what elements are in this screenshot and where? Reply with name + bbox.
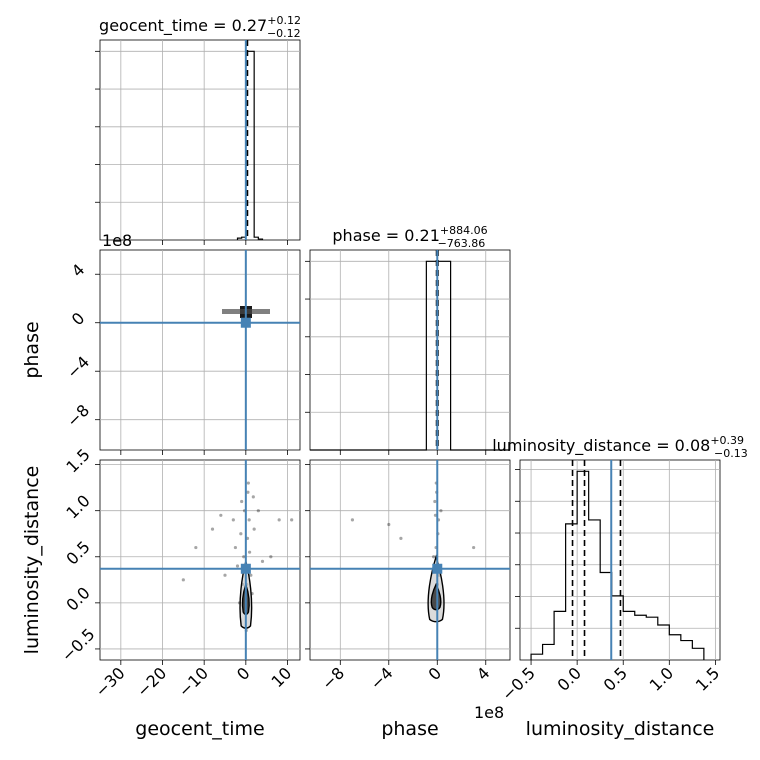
scatter-point	[387, 522, 391, 527]
title-luminosity-distance: luminosity_distance = 0.08+0.39 −0.13	[492, 434, 748, 460]
x-tick-label-geocent_time: −20	[133, 663, 170, 700]
panel-frame	[309, 249, 511, 451]
scatter-point	[240, 499, 244, 504]
scatter-point	[472, 545, 476, 550]
x-tick-label-luminosity_distance: −0.5	[498, 663, 539, 704]
scatter-point	[433, 499, 437, 504]
scatter-point	[194, 545, 198, 550]
scatter-point	[433, 513, 438, 517]
x-tick-label-geocent_time: −30	[91, 663, 128, 700]
title-geocent-time: geocent_time = 0.27+0.12 −0.12	[99, 14, 301, 40]
truth-marker	[240, 563, 251, 574]
xlabel-geocent-time: geocent_time	[135, 718, 264, 740]
panel-hist-geocent-time: geocent_time = 0.27+0.12 −0.12	[95, 14, 301, 245]
y-tick-label-luminosity_distance: 1.0	[62, 491, 93, 522]
truth-marker	[240, 317, 251, 328]
panel-frame	[99, 39, 301, 241]
scatter-point	[246, 481, 250, 485]
x-tick-label-luminosity_distance: 0.5	[600, 663, 631, 694]
scatter-point	[223, 573, 227, 577]
scatter-point	[231, 518, 235, 522]
scatter-point	[239, 532, 243, 536]
histogram-step-geocent_time	[236, 50, 264, 240]
x-tick-label-geocent_time: 0	[233, 663, 254, 684]
x-tick-label-luminosity_distance: 1.0	[646, 663, 677, 694]
scatter-point	[249, 573, 253, 577]
x-tick-label-phase: −8	[318, 663, 348, 693]
panel-hist-phase: phase = 0.21+884.06 −763.86	[305, 224, 511, 455]
ylabel-phase: phase	[21, 321, 43, 378]
y-tick-label-phase: 0	[68, 309, 89, 330]
x-tick-label-geocent_time: −10	[175, 663, 212, 700]
panel-hist-luminosity: −0.5 0.0 0.5 1.0 1.5 luminosity_distance = 0…	[492, 434, 748, 704]
scatter-point	[246, 490, 250, 494]
scatter-point	[219, 513, 223, 517]
scatter-point	[235, 564, 240, 568]
x-tick-label-phase: 4	[473, 663, 494, 684]
scatter-point	[399, 536, 403, 540]
scatter-point	[277, 518, 281, 522]
scatter-point	[432, 555, 436, 559]
x-tick-label-geocent_time: 10	[267, 663, 295, 691]
panel-frame	[99, 459, 301, 661]
y-tick-label-luminosity_distance: 1.5	[62, 445, 93, 476]
scatter-point	[181, 578, 185, 582]
scatter-point	[233, 545, 238, 550]
scatter-point	[350, 518, 355, 522]
scatter-point	[247, 550, 252, 554]
scatter-point	[251, 495, 255, 499]
scatter-point	[252, 527, 256, 531]
scatter-point	[260, 559, 265, 563]
scatter-point	[269, 555, 273, 559]
truth-marker	[432, 563, 443, 574]
title-phase: phase = 0.21+884.06 −763.86	[332, 224, 487, 250]
y-tick-label-phase: −4	[63, 352, 93, 382]
x-tick-label-luminosity_distance: 0.0	[554, 663, 585, 694]
y-tick-label-luminosity_distance: −0.5	[58, 625, 99, 666]
scatter-point	[256, 509, 260, 513]
panel-geocent-vs-phase: −8 −4 0 4 1e8	[63, 231, 301, 455]
x-tick-label-phase: −4	[366, 663, 396, 693]
contour-inner	[430, 582, 442, 611]
xlabel-phase: phase	[381, 718, 438, 740]
scatter-point	[290, 518, 294, 522]
offset-label-phase-y: 1e8	[102, 231, 132, 250]
panel-phase-vs-luminosity: −8 −4 0 4 1e8	[305, 459, 511, 722]
panel-geocent-vs-luminosity: −30 −20 −10 0 10 −0.5 0.0 0.5 1.0 1.5	[58, 445, 301, 701]
offset-label-phase-x: 1e8	[474, 703, 504, 722]
x-tick-label-luminosity_distance: 1.5	[692, 663, 723, 694]
panel-frame	[99, 249, 301, 451]
ylabel-luminosity-distance: luminosity_distance	[21, 466, 43, 655]
x-tick-label-phase: 0	[424, 663, 445, 684]
scatter-point	[242, 555, 246, 559]
panel-frame	[309, 459, 511, 661]
histogram-step-luminosity_distance	[530, 470, 705, 660]
scatter-point	[439, 509, 443, 513]
scatter-point	[247, 518, 251, 522]
y-tick-label-luminosity_distance: 0.0	[62, 583, 93, 614]
xlabel-luminosity-distance: luminosity_distance	[526, 718, 715, 740]
scatter-point	[210, 527, 215, 531]
y-tick-label-luminosity_distance: 0.5	[62, 537, 93, 568]
y-tick-label-phase: 4	[68, 260, 89, 281]
y-tick-label-phase: −8	[63, 401, 93, 431]
